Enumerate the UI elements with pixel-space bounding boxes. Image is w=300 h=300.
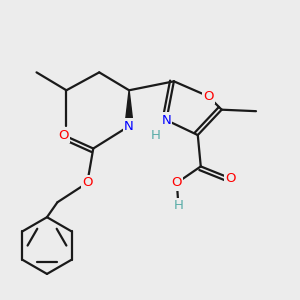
Text: O: O [203, 90, 214, 103]
Text: O: O [225, 172, 236, 185]
Text: O: O [82, 176, 92, 189]
Text: H: H [173, 199, 183, 212]
Polygon shape [125, 90, 133, 126]
Text: O: O [172, 176, 182, 189]
Text: O: O [58, 129, 69, 142]
Text: N: N [161, 114, 171, 127]
Text: N: N [124, 120, 134, 133]
Text: H: H [151, 129, 161, 142]
